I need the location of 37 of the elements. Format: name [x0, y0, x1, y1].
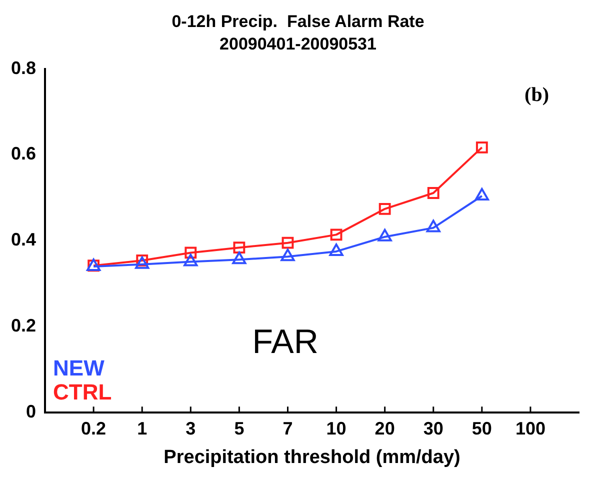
point — [232, 252, 246, 264]
point — [184, 254, 198, 266]
y-tick-label: 0 — [26, 402, 36, 422]
point — [474, 188, 489, 201]
chart-subtitle: 20090401-20090531 — [220, 34, 376, 54]
y-tick-label: 0.4 — [10, 230, 36, 250]
point — [378, 202, 391, 215]
chart-title: 0-12h Precip. False Alarm Rate — [172, 12, 424, 31]
y-tick-label: 0.6 — [10, 144, 36, 164]
x-tick-label: 0.2 — [81, 418, 106, 438]
point — [184, 246, 197, 259]
x-tick-label: 1 — [137, 418, 148, 438]
text: CTRL — [53, 380, 112, 405]
x-tick-label: 100 — [515, 418, 546, 438]
x-axis-title: Precipitation threshold (mm/day) — [164, 446, 460, 468]
annotation: (b) — [524, 84, 549, 106]
x-tick-label: 30 — [423, 418, 444, 438]
y-tick-label: 0.2 — [10, 316, 36, 336]
x-tick-label: 50 — [472, 418, 492, 438]
point — [378, 228, 392, 242]
point — [427, 187, 440, 199]
point — [330, 228, 342, 241]
point — [426, 220, 440, 232]
annotation: FAR — [252, 323, 318, 362]
point — [135, 256, 150, 269]
point — [233, 242, 246, 254]
x-tick-label: 20 — [374, 418, 395, 438]
point — [476, 141, 488, 154]
point — [329, 243, 344, 256]
point — [280, 248, 295, 262]
text: NEW — [53, 356, 105, 381]
x-tick-label: 7 — [282, 418, 293, 438]
x-tick-label: 10 — [326, 418, 346, 438]
x-tick-label: 5 — [234, 418, 244, 438]
point — [282, 236, 294, 249]
x-tick-label: 3 — [186, 418, 196, 438]
y-tick-label: 0.8 — [10, 58, 36, 78]
